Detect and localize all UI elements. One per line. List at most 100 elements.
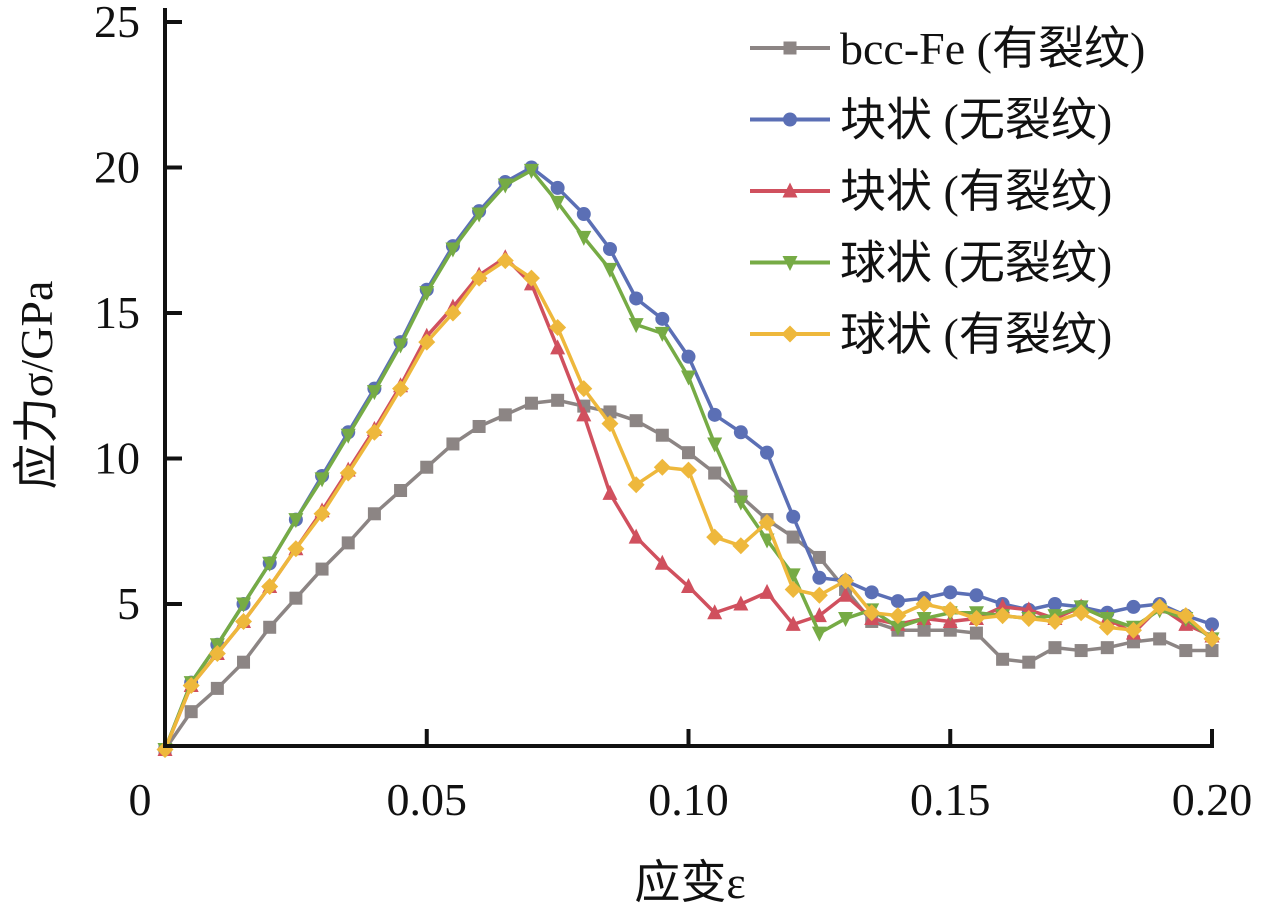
data-point xyxy=(655,428,669,442)
data-point xyxy=(758,514,776,532)
data-point xyxy=(314,472,330,488)
data-point xyxy=(182,676,200,694)
data-point xyxy=(549,319,567,337)
y-tick-label: 5 xyxy=(117,578,140,629)
data-point xyxy=(627,476,645,494)
data-point xyxy=(707,437,723,453)
legend: bcc-Fe (有裂纹) 块状 (无裂纹) 块状 (有裂纹) 球状 (无裂纹) 球状 (… xyxy=(750,23,1145,360)
data-point xyxy=(681,349,696,364)
data-point xyxy=(1126,599,1141,614)
data-point xyxy=(889,607,907,625)
data-point xyxy=(732,537,750,555)
data-point xyxy=(471,207,487,223)
data-point xyxy=(707,407,722,422)
data-point xyxy=(576,406,592,422)
legend-marker xyxy=(783,112,797,127)
data-point xyxy=(237,655,251,669)
data-point xyxy=(917,623,931,637)
data-point xyxy=(941,601,959,619)
data-point xyxy=(210,681,224,695)
data-point xyxy=(393,338,409,354)
data-point xyxy=(446,437,460,451)
data-point xyxy=(1020,610,1038,628)
legend-marker xyxy=(782,182,798,198)
data-point xyxy=(838,612,854,628)
data-point xyxy=(340,428,356,444)
data-point xyxy=(365,423,383,441)
data-point xyxy=(682,446,695,460)
data-point xyxy=(1046,612,1064,630)
data-point xyxy=(838,586,854,602)
data-point xyxy=(1151,598,1169,616)
x-tick-label: 0.20 xyxy=(1172,774,1253,825)
data-point xyxy=(969,626,983,640)
data-point xyxy=(523,163,539,179)
data-point xyxy=(444,304,462,322)
data-point xyxy=(602,262,618,278)
data-point xyxy=(550,339,566,355)
data-point xyxy=(1074,644,1088,658)
data-point xyxy=(786,509,801,524)
data-point xyxy=(550,195,566,211)
data-point xyxy=(760,445,775,460)
data-point xyxy=(733,495,749,511)
x-tick-label: 0.10 xyxy=(648,774,729,825)
legend-label: 球状 (无裂纹) xyxy=(840,238,1112,289)
x-tick-label: 0.15 xyxy=(910,774,991,825)
data-point xyxy=(601,415,619,433)
data-point xyxy=(184,705,198,719)
data-point xyxy=(366,385,382,401)
legend-label: 块状 (有裂纹) xyxy=(840,166,1112,217)
ticks-layer: 5 10 15 20 25 0 0.05 0.10 0.15 0.20 xyxy=(94,0,1252,825)
data-point xyxy=(287,540,305,558)
data-point xyxy=(603,405,617,419)
data-point xyxy=(236,597,252,613)
data-point xyxy=(472,419,486,433)
data-point xyxy=(602,241,617,256)
data-point xyxy=(628,528,644,544)
data-point xyxy=(524,396,538,410)
data-point xyxy=(811,626,827,642)
data-point xyxy=(863,604,881,622)
data-point xyxy=(1177,607,1195,625)
data-point xyxy=(392,380,410,398)
data-point xyxy=(890,594,905,609)
data-point xyxy=(812,550,826,564)
data-point xyxy=(654,326,670,342)
data-point xyxy=(706,528,724,546)
data-point xyxy=(996,652,1010,666)
data-point xyxy=(915,595,933,613)
x-tick-label: 0 xyxy=(129,774,152,825)
x-tick-label: 0.05 xyxy=(387,774,468,825)
data-point xyxy=(313,505,331,523)
data-point xyxy=(522,269,540,287)
data-point xyxy=(1022,655,1036,669)
x-axis-title: 应变ε xyxy=(634,857,745,908)
y-tick-label: 25 xyxy=(94,0,140,47)
data-point xyxy=(315,562,329,576)
data-point xyxy=(576,230,592,246)
data-point xyxy=(1205,644,1219,658)
data-point xyxy=(655,311,670,326)
data-point xyxy=(1098,618,1116,636)
data-point xyxy=(681,578,696,594)
y-tick-label: 10 xyxy=(94,433,140,484)
data-point xyxy=(263,620,277,634)
data-point xyxy=(707,604,723,620)
legend-label: 块状 (无裂纹) xyxy=(840,95,1112,146)
data-point xyxy=(786,530,800,544)
legend-marker xyxy=(781,325,799,343)
series-0 xyxy=(158,393,1219,756)
data-point xyxy=(1179,644,1193,658)
data-point xyxy=(916,612,932,628)
legend-item: bcc-Fe (有裂纹) xyxy=(750,23,1145,74)
data-point xyxy=(812,570,827,585)
data-point xyxy=(628,318,644,334)
legend-marker xyxy=(782,256,798,271)
data-point xyxy=(1072,604,1090,622)
data-point xyxy=(470,269,488,287)
data-point xyxy=(733,425,748,440)
data-point xyxy=(969,588,984,603)
data-point xyxy=(420,460,434,474)
data-point xyxy=(1048,641,1062,655)
